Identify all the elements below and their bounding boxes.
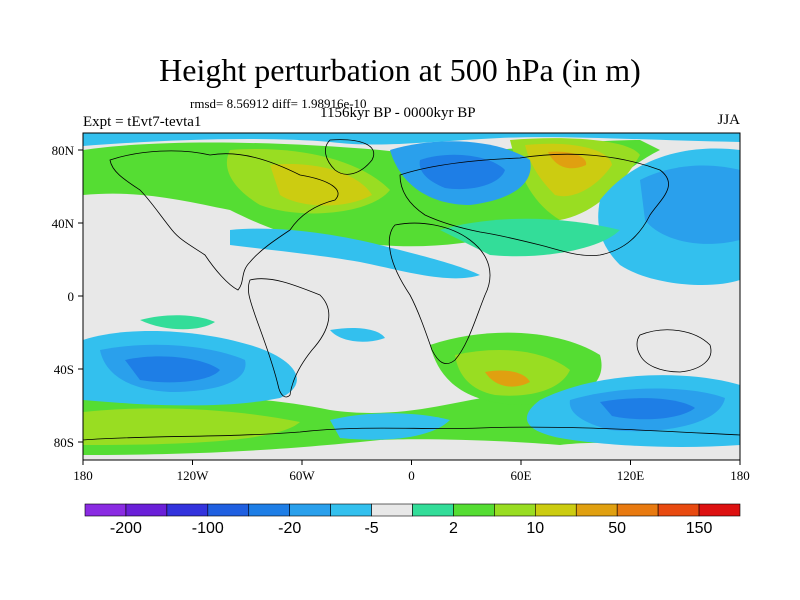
greenland-coast xyxy=(325,139,375,175)
colorbar-box xyxy=(698,503,741,517)
experiment-label: Expt = tEvt7-tevta1 xyxy=(83,114,202,130)
colorbar-label: -20 xyxy=(278,520,301,537)
colorbar-box xyxy=(412,503,454,517)
colorbar-box xyxy=(330,503,372,517)
nh-orange-east xyxy=(548,151,587,169)
coastlines xyxy=(83,139,740,441)
nh-yellow-west xyxy=(270,164,372,206)
lon-tick-label: 180 xyxy=(730,468,750,483)
period-text: 1156kyr BP - 0000kyr BP xyxy=(320,105,476,121)
southern-ocean-low-core xyxy=(600,398,695,420)
colorbar-box xyxy=(125,503,168,517)
india-green xyxy=(440,218,620,257)
lon-tick-label: 120E xyxy=(617,468,645,483)
lat-tick-label: 40N xyxy=(52,216,75,231)
pacific-low-core xyxy=(640,165,740,244)
colorbar-label: -200 xyxy=(110,520,142,537)
lon-tick-label: 180 xyxy=(73,468,93,483)
map-panel xyxy=(83,133,740,460)
lat-tick-label: 0 xyxy=(68,289,75,304)
arctic-blue xyxy=(83,133,740,146)
australia-coast xyxy=(636,329,712,373)
colorbar-label: -5 xyxy=(364,520,378,537)
colorbar-box xyxy=(494,503,536,517)
colorbar-label: 10 xyxy=(526,520,544,537)
colorbar-box xyxy=(84,503,127,517)
colorbar-box xyxy=(207,503,250,517)
lon-axis: 180 120W 60W 0 60E 120E 180 xyxy=(73,460,750,483)
lon-tick-label: 60E xyxy=(511,468,532,483)
season-label: JJA xyxy=(717,112,740,128)
africa-coast xyxy=(388,222,491,364)
colorbar-box xyxy=(575,503,618,517)
colorbar-box xyxy=(453,503,495,517)
lat-tick-label: 80N xyxy=(52,143,75,158)
sh-yellow xyxy=(83,408,300,445)
lat-tick-label: 40S xyxy=(54,362,74,377)
lat-tick-label: 80S xyxy=(54,435,74,450)
colorbar-label: -100 xyxy=(192,520,224,537)
south-pacific-low-core xyxy=(125,356,220,383)
colorbar-box xyxy=(371,503,413,517)
page-title: Height perturbation at 500 hPa (in m) xyxy=(159,52,641,88)
lon-tick-label: 60W xyxy=(289,468,315,483)
antarctica-coast xyxy=(83,426,740,441)
lat-axis: 80N 40N 0 40S 80S xyxy=(52,143,83,450)
colorbar-box xyxy=(248,503,290,517)
south-america-coast xyxy=(247,278,330,398)
colorbar-box xyxy=(616,503,659,517)
colorbar-box xyxy=(657,503,700,517)
colorbar-box xyxy=(289,503,331,517)
stats-text: rmsd= 8.56912 diff= 1.98916e-10 xyxy=(190,96,367,111)
lon-tick-label: 120W xyxy=(177,468,210,483)
indian-ocean-high-core xyxy=(485,370,530,387)
colorbar-label: 150 xyxy=(686,520,713,537)
lon-tick-label: 0 xyxy=(408,468,415,483)
colorbar-box xyxy=(166,503,209,517)
mid-atlantic-blue xyxy=(230,228,480,279)
colorbar: -200 -100 -20 -5 2 10 50 150 xyxy=(84,503,741,537)
colorbar-label: 2 xyxy=(449,520,458,537)
antarctic-blue xyxy=(330,413,450,440)
north-america-coast xyxy=(109,150,339,291)
nh-yellow-east xyxy=(525,143,612,197)
colorbar-label: 50 xyxy=(608,520,626,537)
eurasia-coast xyxy=(399,153,669,257)
tropical-green-patch xyxy=(140,315,215,330)
colorbar-box xyxy=(535,503,577,517)
atlantic-tropical-patch xyxy=(330,327,385,342)
north-atlantic-low-core xyxy=(419,154,505,190)
